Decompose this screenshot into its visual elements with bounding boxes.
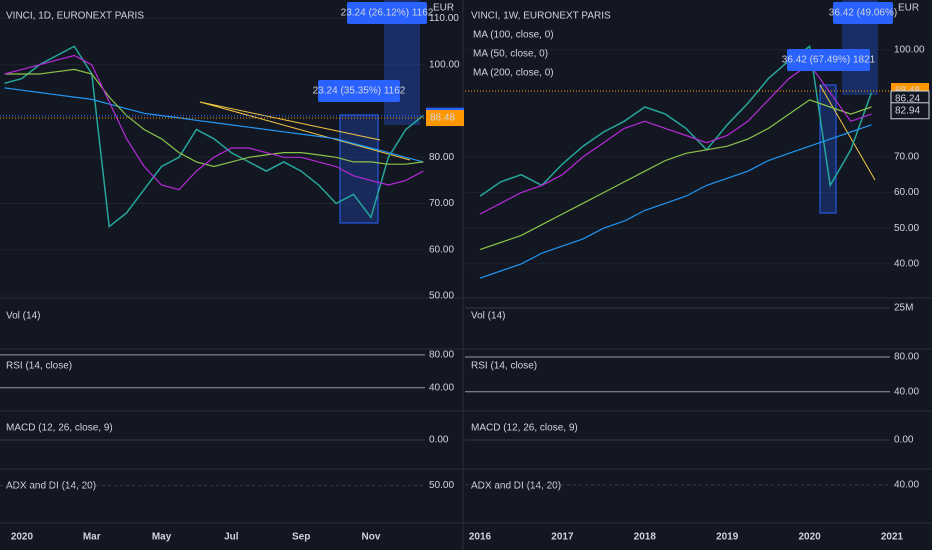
- panel-label: ADX and DI (14, 20): [471, 481, 561, 492]
- panel-tick-label: 25M: [894, 303, 913, 314]
- series-line: [479, 124, 872, 279]
- price-tag: [890, 102, 930, 120]
- annotation-box: [347, 2, 427, 24]
- legend-entry: MA (200, close, 0): [473, 68, 554, 79]
- x-tick-label: 2021: [881, 532, 904, 543]
- panel-label: Vol (14): [471, 311, 505, 322]
- panel-label: RSI (14, close): [6, 361, 72, 372]
- annotation: 23.24 (35.35%) 1162: [313, 86, 406, 97]
- panel-label: MACD (12, 26, close, 9): [6, 423, 113, 434]
- series-line: [479, 99, 872, 251]
- panel-label: Vol (14): [6, 311, 40, 322]
- annotation: 36.42 (67.49%) 1821: [782, 55, 876, 66]
- chart-title: VINCI, 1W, EURONEXT PARIS: [471, 11, 611, 22]
- price-tag-label: 86.24: [895, 94, 920, 105]
- measure-box: [339, 114, 379, 224]
- panel-tick-label: 40.00: [429, 382, 454, 393]
- y-tick-label: 50.00: [894, 223, 919, 234]
- panel-tick-label: 80.00: [429, 350, 454, 361]
- trend-line: [819, 84, 876, 181]
- x-tick-label: 2017: [551, 532, 574, 543]
- x-tick-label: 2019: [716, 532, 739, 543]
- y-tick-label: 110.00: [429, 13, 459, 24]
- series-line: [4, 54, 424, 191]
- x-tick-label: Sep: [292, 532, 310, 543]
- x-tick-label: Mar: [83, 532, 101, 543]
- currency: EUR: [898, 3, 919, 14]
- currency: EUR: [433, 3, 454, 14]
- panel-tick-label: 40.00: [894, 386, 919, 397]
- annotation-box: [787, 49, 870, 71]
- y-tick-label: 40.00: [894, 259, 919, 270]
- series-line: [479, 45, 873, 197]
- y-tick-label: 50.00: [429, 291, 454, 302]
- y-tick-label: 100.00: [894, 45, 925, 56]
- trend-line: [199, 101, 381, 141]
- series-line: [4, 45, 424, 229]
- series-line: [479, 63, 872, 215]
- x-tick-label: May: [152, 532, 172, 543]
- y-tick-label: 100.00: [429, 59, 460, 70]
- panel-tick-label: 0.00: [894, 435, 914, 446]
- y-tick-label: 80.00: [429, 152, 454, 163]
- panel-label: MACD (12, 26, close, 9): [471, 423, 578, 434]
- price-tag-label: 82.94: [895, 105, 920, 116]
- annotation: 36.42 (49.06%): [829, 8, 897, 19]
- price-tag-label: 88.48: [430, 113, 455, 124]
- chart-title: VINCI, 1D, EURONEXT PARIS: [6, 11, 144, 22]
- y-tick-label: 60.00: [429, 244, 454, 255]
- trend-line: [199, 101, 411, 161]
- y-tick-label: 70.00: [429, 198, 454, 209]
- legend-entry: MA (50, close, 0): [473, 49, 548, 60]
- panel-tick-label: 40.00: [894, 479, 919, 490]
- x-tick-label: 2018: [634, 532, 657, 543]
- series-line: [4, 68, 424, 168]
- price-tag: [426, 110, 464, 127]
- annotation-box: [833, 2, 893, 24]
- panel-tick-label: 0.00: [429, 435, 449, 446]
- series-line: [4, 87, 424, 163]
- legend-entry: MA (100, close, 0): [473, 30, 554, 41]
- panel-tick-label: 80.00: [894, 352, 919, 363]
- panel-tick-label: 50.00: [429, 480, 454, 491]
- annotation-box: [318, 80, 400, 102]
- y-tick-label: 60.00: [894, 187, 919, 198]
- panel-label: RSI (14, close): [471, 361, 537, 372]
- x-tick-label: 2016: [469, 532, 492, 543]
- x-tick-label: 2020: [11, 532, 34, 543]
- x-tick-label: Nov: [361, 532, 380, 543]
- annotation: 23.24 (26.12%) 1162: [341, 8, 434, 19]
- y-tick-label: 70.00: [894, 152, 919, 163]
- x-tick-label: Jul: [224, 532, 239, 543]
- x-tick-label: 2020: [798, 532, 821, 543]
- panel-label: ADX and DI (14, 20): [6, 481, 96, 492]
